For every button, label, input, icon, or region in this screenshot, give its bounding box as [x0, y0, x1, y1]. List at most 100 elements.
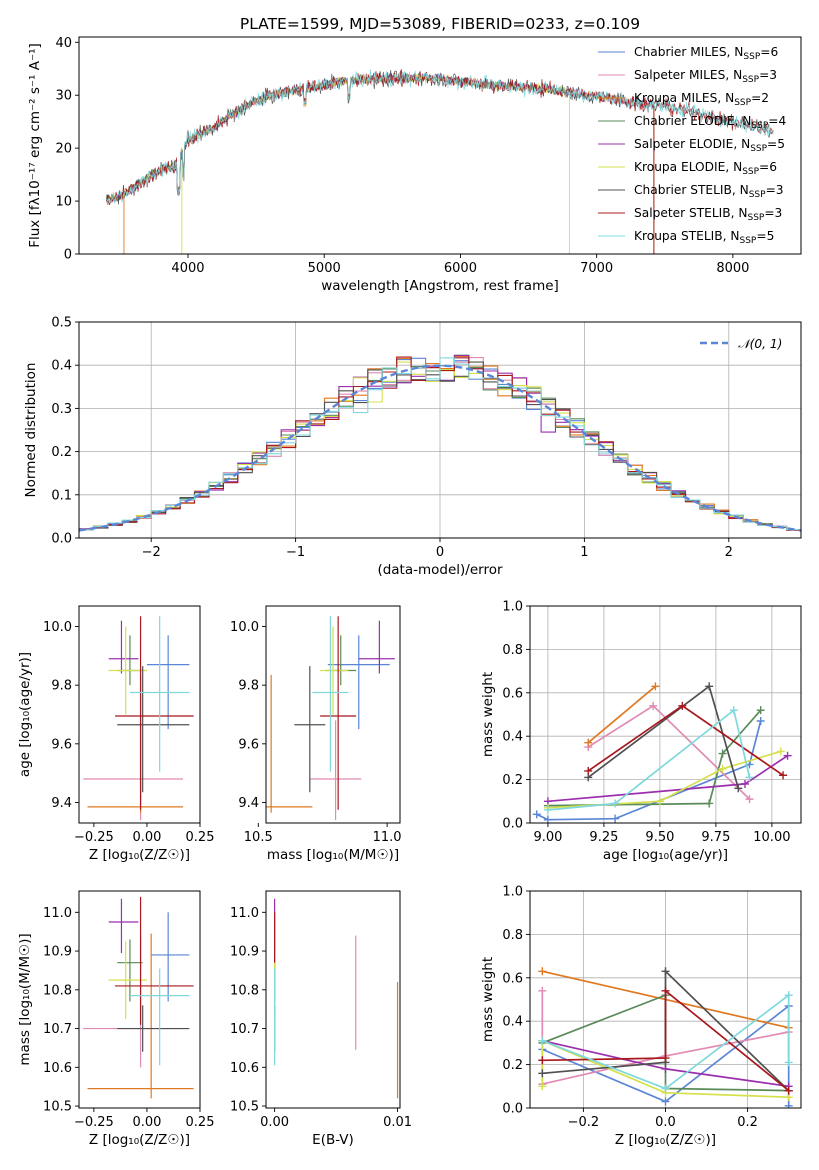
y-tick-label: 10.6	[230, 1061, 259, 1076]
x-tick-label: 9.75	[701, 830, 730, 845]
y-tick-label: 0.2	[51, 445, 72, 460]
x-tick-label: 9.50	[645, 830, 674, 845]
y-tick-label: 0.2	[502, 773, 523, 788]
mass-weight-marker	[655, 797, 664, 806]
x-tick-label: −0.25	[74, 830, 114, 845]
legend-label-main: Salpeter MILES, N	[634, 68, 742, 82]
y-tick-label: 0.3	[51, 402, 72, 417]
legend-label-tail: =5	[756, 229, 774, 243]
axes-layer: −0.25 0.00 0.25 9.4 9.6 9.8 10.0 Z [log₁₀(Z/Z☉)…	[17, 605, 215, 863]
legend-label-tail: =3	[766, 183, 784, 197]
mass-weight-line	[587, 685, 656, 744]
mass-weight-marker	[741, 779, 750, 788]
y-tick-label: 1.0	[502, 600, 523, 615]
x-tick-label: 5000	[308, 261, 341, 276]
legend-label-main: Salpeter ELODIE, N	[634, 137, 750, 151]
legend-label: Chabrier STELIB, NSSP=3	[634, 183, 784, 200]
age-vs-metallicity-panel: −0.25 0.00 0.25 9.4 9.6 9.8 10.0 Z [log₁₀(Z/Z☉)…	[17, 605, 215, 863]
legend-label-tail: =3	[759, 68, 777, 82]
x-tick-label: −2	[142, 545, 161, 560]
y-tick-label: 30	[55, 89, 72, 104]
legend-label-sub: SSP	[751, 121, 768, 131]
plot-frame	[529, 605, 802, 824]
axes-layer: 9.00 9.25 9.50 9.75 10.00 0.0 0.2 0.4 0.6 0.8 1.0 a…	[480, 600, 802, 863]
mass-weight-line	[542, 989, 790, 1092]
legend-label-tail: =5	[767, 137, 785, 151]
x-tick-label: 0.25	[186, 830, 215, 845]
mass-weight-line	[547, 708, 751, 811]
mass-weight-marker	[538, 986, 547, 995]
y-axis-label: Flux [fλ10⁻¹⁷ erg cm⁻² s⁻¹ A⁻¹]	[27, 43, 43, 248]
legend-label-sub: SSP	[743, 52, 760, 62]
mass-weight-marker	[661, 986, 670, 995]
x-axis-label: Z [log₁₀(Z/Z☉)]	[89, 1132, 190, 1148]
plot-area	[83, 616, 194, 821]
residual-histogram-panel: −2 −1 0 1 2 0.0 0.1 0.2 0.3 0.4 0.5 (data-model)/er…	[23, 316, 802, 578]
age-vs-mass-panel: 10.5 11.0 9.4 9.6 9.8 10.0 mass [log₁₀(M/M☉)]	[230, 605, 402, 863]
mass-weight-marker	[734, 784, 743, 793]
mass-weight-marker	[718, 749, 727, 758]
y-tick-label: 9.6	[238, 737, 259, 752]
x-axis-label: E(B-V)	[312, 1132, 354, 1148]
spectrum-line	[106, 70, 774, 206]
x-tick-label: 11.0	[373, 830, 402, 845]
mass-weight-marker	[661, 967, 670, 976]
plot-area	[538, 967, 793, 1108]
legend-label-sub: SSP	[742, 167, 759, 177]
mass-weight-marker	[584, 738, 593, 747]
legend-label-tail: =2	[751, 91, 769, 105]
y-axis-label: Normed distribution	[23, 363, 39, 498]
legend-label-main: Kroupa ELODIE, N	[634, 160, 742, 174]
mass-weight-marker	[784, 1101, 793, 1108]
x-axis-label: mass [log₁₀(M/M☉)]	[267, 847, 399, 863]
axes-layer: 10.5 11.0 9.4 9.6 9.8 10.0 mass [log₁₀(M/M☉)]	[230, 605, 402, 863]
y-tick-label: 10.8	[43, 983, 72, 998]
figure-title: PLATE=1599, MJD=53089, FIBERID=0233, z=0…	[240, 15, 640, 33]
spectrum-line	[105, 69, 774, 204]
x-tick-label: −0.2	[568, 1115, 600, 1130]
mass-weight-marker	[776, 747, 785, 756]
legend-label-main: Salpeter STELIB, N	[634, 206, 747, 220]
plot-frame	[265, 890, 401, 1109]
mass-weight-marker	[779, 771, 788, 780]
plot-area	[532, 682, 792, 823]
axes-layer: −0.2 0.0 0.2 0.0 0.2 0.4 0.6 0.8 1.0 Z [log₁₀(Z/Z…	[480, 885, 802, 1148]
mass-weight-marker	[611, 814, 620, 823]
mass-weight-marker	[784, 991, 793, 1000]
y-tick-label: 0.5	[51, 316, 72, 331]
legend-label: Salpeter STELIB, NSSP=3	[634, 206, 782, 223]
mass-weight-marker	[705, 682, 714, 691]
x-tick-label: −0.25	[74, 1115, 114, 1130]
x-tick-label: 0.00	[260, 1115, 289, 1130]
plot-frame	[78, 36, 802, 255]
mass-weight-marker	[678, 701, 687, 710]
x-axis-label: age [log₁₀(age/yr)]	[603, 847, 728, 863]
y-tick-label: 9.6	[51, 737, 72, 752]
legend-label-tail: =4	[768, 114, 786, 128]
mass-weight-vs-age-panel: 9.00 9.25 9.50 9.75 10.00 0.0 0.2 0.4 0.6 0.8 1.0 a…	[480, 600, 802, 863]
legend-label: Kroupa STELIB, NSSP=5	[634, 229, 774, 246]
mass-weight-marker	[538, 1036, 547, 1045]
y-tick-label: 0.1	[51, 488, 72, 503]
legend-label-sub: SSP	[734, 98, 751, 108]
x-tick-label: 9.00	[533, 830, 562, 845]
mass-weight-marker	[543, 805, 552, 814]
mass-weight-marker	[729, 706, 738, 715]
x-tick-label: 10.00	[753, 830, 790, 845]
plot-area	[83, 896, 194, 1099]
histogram-step	[79, 357, 801, 532]
y-tick-label: 10.9	[43, 945, 72, 960]
mass-weight-marker	[649, 701, 658, 710]
mass-weight-marker	[611, 799, 620, 808]
plot-frame	[529, 890, 802, 1109]
y-tick-label: 9.8	[238, 679, 259, 694]
mass-weight-marker	[783, 751, 792, 760]
legend-label-main: Chabrier STELIB, N	[634, 183, 749, 197]
x-tick-label: 0.00	[132, 830, 161, 845]
y-tick-label: 0.0	[502, 1102, 523, 1117]
legend-label-tail: =3	[764, 206, 782, 220]
x-tick-label: −1	[286, 545, 305, 560]
plot-area	[266, 616, 395, 821]
